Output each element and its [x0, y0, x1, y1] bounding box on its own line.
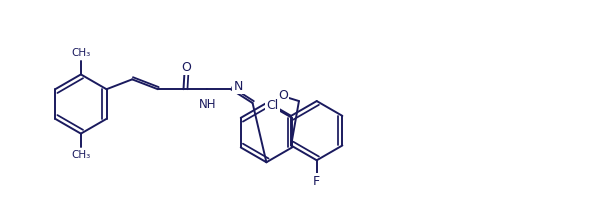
Text: O: O — [181, 61, 191, 74]
Text: N: N — [234, 80, 243, 93]
Text: F: F — [313, 174, 320, 187]
Text: CH₃: CH₃ — [71, 150, 90, 160]
Text: Cl: Cl — [266, 99, 278, 112]
Text: O: O — [278, 89, 288, 102]
Text: NH: NH — [198, 98, 216, 111]
Text: CH₃: CH₃ — [71, 48, 90, 58]
